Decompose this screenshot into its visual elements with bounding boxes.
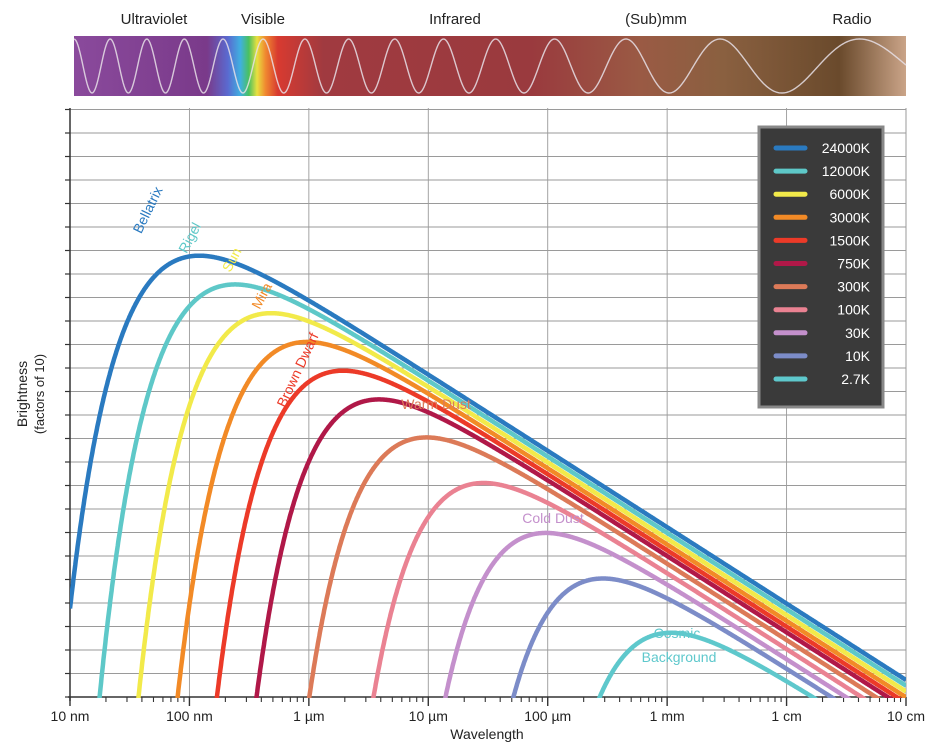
legend-label-2.7K: 2.7K <box>841 371 870 387</box>
plot-axes: 10 nm 100 nm 1 µm 10 µm 100 µm 1 mm 1 cm 10 cm <box>51 108 925 724</box>
curve-label-sun: Sun <box>219 245 245 275</box>
curve-label-bellatrix: Bellatrix <box>129 184 165 236</box>
curve-6000K <box>136 310 906 698</box>
y-axis-subtitle: (factors of 10) <box>32 354 47 434</box>
curve-label-warm-dust: Warm Dust <box>401 396 471 412</box>
curve-300K <box>306 435 882 698</box>
legend-label-750K: 750K <box>837 256 870 272</box>
spectrum-bar <box>73 36 907 96</box>
x-axis-title: Wavelength <box>450 726 523 742</box>
curve-label-cosmic-background-line2: Background <box>642 649 717 665</box>
curve-24000K <box>70 253 906 682</box>
curve-12000K <box>97 282 906 698</box>
curve-label-cold-dust: Cold Dust <box>522 510 584 526</box>
x-tick-label: 10 cm <box>887 708 925 724</box>
curve-100K <box>371 480 868 698</box>
legend-label-12000K: 12000K <box>822 163 871 179</box>
axis-titles: Wavelength Brightness (factors of 10) <box>14 354 524 742</box>
band-label-radio: Radio <box>832 11 871 28</box>
legend-label-30K: 30K <box>845 325 871 341</box>
x-tick-label: 1 cm <box>771 708 801 724</box>
legend-label-300K: 300K <box>837 279 870 295</box>
spectrum-wave <box>73 38 907 94</box>
spectrum-band-labels: Ultraviolet Visible Infrared (Sub)mm Rad… <box>121 11 872 28</box>
band-label-ultraviolet: Ultraviolet <box>121 11 189 28</box>
legend-label-6000K: 6000K <box>830 186 871 202</box>
legend-label-100K: 100K <box>837 302 870 318</box>
legend-box <box>757 125 885 409</box>
y-axis-title: Brightness <box>14 361 30 427</box>
x-tick-label: 100 µm <box>524 708 571 724</box>
curve-30K <box>442 530 852 698</box>
curve-label-cosmic-background-line1: Cosmic <box>654 625 701 641</box>
legend-label-10K: 10K <box>845 348 871 364</box>
x-tick-label: 10 nm <box>51 708 90 724</box>
curves <box>70 253 906 698</box>
legend: 24000K 12000K 6000K 3000K 1500K 750K 300K 100K 3… <box>757 125 885 409</box>
curve-10K <box>510 576 838 698</box>
x-tick-label: 100 nm <box>166 708 213 724</box>
x-tick-label: 10 µm <box>409 708 448 724</box>
legend-label-1500K: 1500K <box>830 232 871 248</box>
band-label-infrared: Infrared <box>429 11 481 28</box>
curve-750K <box>254 397 894 698</box>
curve-2.7K <box>596 630 819 698</box>
curve-1500K <box>214 368 903 698</box>
legend-label-24000K: 24000K <box>822 140 871 156</box>
band-label-visible: Visible <box>241 11 285 28</box>
x-tick-label: 1 mm <box>650 708 685 724</box>
x-tick-label: 1 µm <box>293 708 324 724</box>
band-label-submm: (Sub)mm <box>625 11 687 28</box>
legend-label-3000K: 3000K <box>830 209 871 225</box>
curve-3000K <box>175 339 906 698</box>
